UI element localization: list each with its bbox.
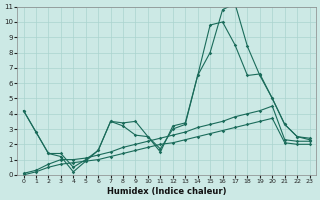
X-axis label: Humidex (Indice chaleur): Humidex (Indice chaleur) <box>107 187 226 196</box>
